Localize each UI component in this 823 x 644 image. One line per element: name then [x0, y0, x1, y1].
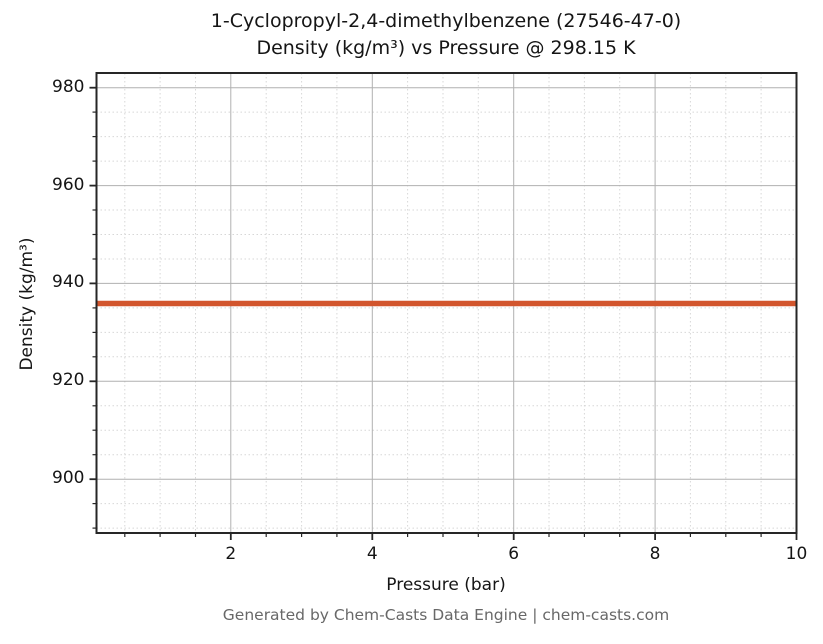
footer-attribution: Generated by Chem-Casts Data Engine | ch…	[222, 606, 670, 624]
x-tick-label-6: 6	[508, 544, 520, 564]
y-tick-label-900: 900	[52, 468, 85, 489]
y-tick-label-940: 940	[52, 272, 85, 293]
x-tick-label-8: 8	[649, 544, 661, 564]
y-tick-label-980: 980	[52, 76, 85, 97]
chart-title: 1-Cyclopropyl-2,4-dimethylbenzene (27546…	[96, 8, 796, 62]
chart-title-line1: 1-Cyclopropyl-2,4-dimethylbenzene (27546…	[210, 10, 682, 32]
x-axis-label: Pressure (bar)	[386, 575, 506, 595]
x-tick-label-4: 4	[366, 544, 378, 564]
chart-title-line2: Density (kg/m³) vs Pressure @ 298.15 K	[256, 37, 636, 59]
y-tick-label-920: 920	[52, 370, 85, 391]
x-tick-label-10: 10	[785, 544, 808, 564]
y-axis-label: Density (kg/m³)	[17, 237, 37, 371]
y-tick-label-960: 960	[52, 174, 85, 195]
x-tick-label-2: 2	[225, 544, 237, 564]
